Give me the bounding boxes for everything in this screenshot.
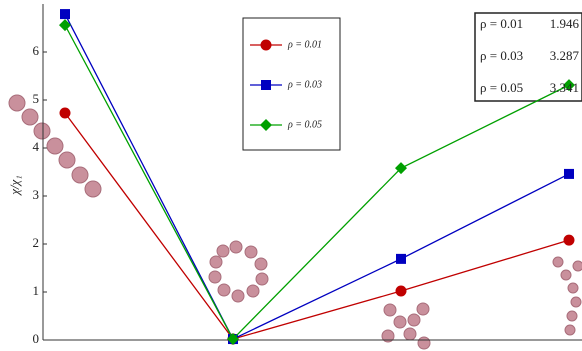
y-tick-label: 5 (33, 91, 40, 106)
series-line (64, 13, 570, 340)
marker (60, 9, 70, 20)
marker (563, 234, 575, 246)
table-cell: 1.946 (550, 16, 580, 31)
marker (564, 168, 574, 179)
y-tick-label: 3 (33, 187, 40, 202)
y-axis-label: χ/χ₁ (7, 175, 22, 197)
marker (260, 39, 272, 51)
table-cell: ρ = 0.05 (480, 80, 523, 95)
series-line (64, 24, 570, 341)
legend-label: ρ = 0.05 (287, 119, 322, 130)
table-cell: ρ = 0.03 (480, 48, 523, 63)
marker (563, 79, 575, 92)
table-cell: 3.287 (550, 48, 580, 63)
marker (395, 162, 407, 175)
y-tick-label: 4 (33, 139, 40, 154)
series-line (64, 112, 570, 340)
marker (395, 285, 407, 297)
y-tick-label: 2 (33, 235, 40, 250)
legend (242, 17, 341, 151)
molecule-ring (208, 240, 269, 303)
table-cell: 3.341 (550, 80, 579, 95)
marker (396, 253, 406, 264)
marker (59, 107, 71, 119)
legend-label: ρ = 0.03 (287, 79, 322, 90)
marker (227, 333, 239, 346)
table-cell: ρ = 0.01 (480, 16, 523, 31)
y-tick-label: 1 (33, 283, 40, 298)
molecule-branch (552, 256, 582, 336)
inset-table (474, 12, 582, 102)
y-tick-label: 0 (33, 331, 40, 346)
marker (59, 19, 71, 32)
marker (260, 119, 272, 131)
molecule-chain (8, 94, 102, 198)
marker (261, 80, 271, 90)
legend-label: ρ = 0.01 (287, 39, 322, 50)
molecule-cross (381, 302, 431, 350)
y-tick-label: 6 (33, 43, 40, 58)
